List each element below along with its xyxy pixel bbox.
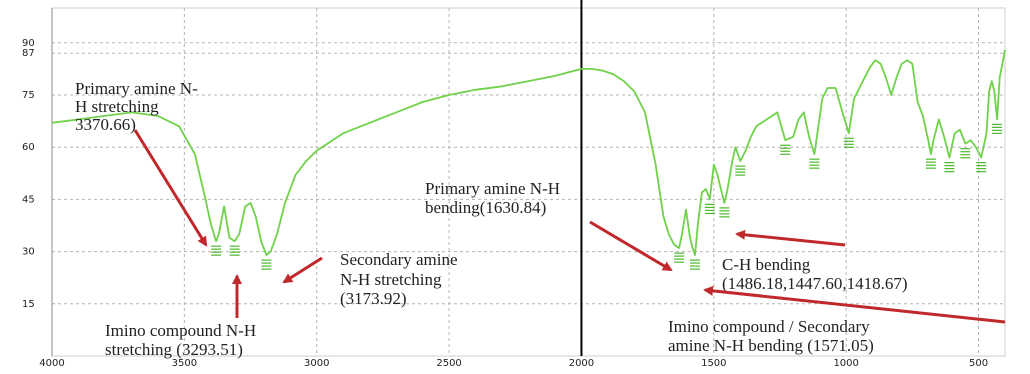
annotation-label: Secondary amine: [340, 250, 458, 269]
annotation-label: Imino compound N-H: [105, 321, 256, 340]
peak-marker: [261, 259, 272, 270]
annotation-label: C-H bending: [722, 255, 811, 274]
peak-marker: [780, 144, 791, 155]
annotation-label: (1486.18,1447.60,1418.67): [722, 274, 908, 293]
y-tick-label: 15: [22, 299, 35, 310]
y-tick-label: 45: [22, 194, 35, 205]
annotation-label: N-H stretching: [340, 270, 442, 289]
peak-marker: [992, 123, 1003, 134]
y-tick-label: 87: [22, 48, 35, 59]
annotation-label: bending(1630.84): [425, 198, 546, 217]
x-tick-label: 3000: [304, 358, 329, 369]
peak-marker: [976, 162, 987, 173]
annotation-arrow: [589, 220, 673, 272]
annotation-label: Primary amine N-H: [425, 179, 560, 198]
y-tick-label: 75: [22, 90, 35, 101]
series-line: [51, 49, 1006, 256]
annotation-label: Primary amine N-: [75, 79, 198, 98]
annotation-label: H stretching: [75, 97, 159, 116]
y-tick-label: 90: [22, 38, 35, 49]
y-tick-label: 60: [22, 142, 35, 153]
annotation-arrow: [703, 285, 1006, 324]
x-tick-label: 4000: [39, 358, 64, 369]
peak-marker: [925, 158, 936, 169]
peak-marker: [690, 259, 701, 270]
x-tick-label: 3500: [172, 358, 197, 369]
peak-marker: [809, 158, 820, 169]
annotation-arrow: [282, 256, 323, 284]
annotation-label: Imino compound / Secondary: [668, 317, 870, 336]
peak-marker: [735, 165, 746, 176]
annotation-label: (3173.92): [340, 289, 407, 308]
peak-marker: [674, 252, 685, 263]
annotation-arrow: [735, 229, 846, 247]
x-tick-label: 2000: [569, 358, 594, 369]
y-tick-label: 30: [22, 247, 35, 258]
peak-marker: [719, 207, 730, 218]
peak-marker: [211, 245, 222, 256]
peak-marker: [704, 203, 715, 214]
x-tick-label: 1500: [701, 358, 726, 369]
peak-marker: [843, 137, 854, 148]
peak-marker: [229, 245, 240, 256]
peak-marker: [944, 162, 955, 173]
annotation-label: 3370.66): [75, 115, 136, 134]
x-tick-label: 1000: [833, 358, 858, 369]
x-tick-label: 500: [969, 358, 988, 369]
x-tick-label: 2500: [436, 358, 461, 369]
annotation-label: stretching (3293.51): [105, 340, 243, 359]
peak-marker: [960, 148, 971, 159]
annotation-label: amine N-H bending (1571.05): [668, 336, 874, 355]
annotation-arrow: [133, 129, 208, 247]
